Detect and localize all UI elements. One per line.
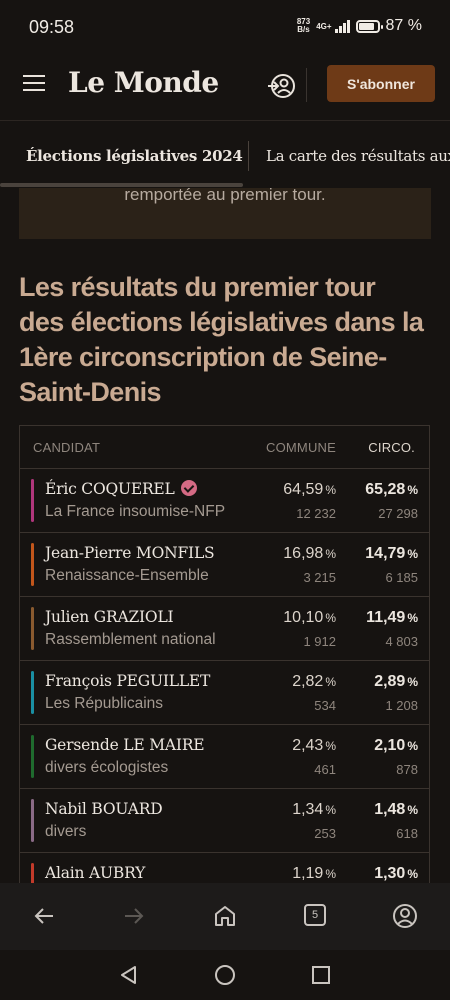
party-color-bar xyxy=(31,543,34,586)
results-heading: Les résultats du premier tour des électi… xyxy=(19,272,424,407)
candidate-party: Renaissance-Ensemble xyxy=(45,567,209,584)
battery-percent: 87 % xyxy=(385,17,422,34)
candidate-party: Rassemblement national xyxy=(45,631,216,648)
battery-icon xyxy=(355,19,383,33)
tab-carte-resultats[interactable]: La carte des résultats aux xyxy=(266,147,450,165)
commune-votes: 12 232 xyxy=(296,506,336,521)
party-color-bar xyxy=(31,671,34,714)
column-header-circo: CIRCO. xyxy=(368,440,415,455)
column-header-commune: COMMUNE xyxy=(265,440,336,455)
candidate-name: Alain AUBRY xyxy=(45,864,146,882)
table-row[interactable]: Nabil BOUARD divers 1,34% 253 1,48% 618 xyxy=(20,789,429,853)
table-row[interactable]: Gersende LE MAIRE divers écologistes 2,43%… xyxy=(20,725,429,789)
signal-icon xyxy=(334,19,350,33)
results-table: CANDIDAT COMMUNE CIRCO. Éric COQUEREL La … xyxy=(19,425,430,917)
circo-percent: 2,10% xyxy=(374,737,418,754)
circo-votes: 27 298 xyxy=(378,506,418,521)
commune-percent: 2,43% xyxy=(292,737,336,754)
column-header-candidate: CANDIDAT xyxy=(33,440,101,455)
circo-votes: 878 xyxy=(396,762,418,777)
commune-percent: 1,34% xyxy=(292,801,336,818)
candidate-party: divers écologistes xyxy=(45,759,169,776)
commune-votes: 534 xyxy=(314,698,336,713)
candidate-name: Gersende LE MAIRE xyxy=(45,736,205,754)
party-color-bar xyxy=(31,479,34,522)
commune-percent: 16,98% xyxy=(283,545,336,562)
system-back-icon[interactable] xyxy=(118,964,140,986)
circo-votes: 4 803 xyxy=(385,634,418,649)
commune-percent: 64,59% xyxy=(283,481,336,498)
candidate-name: Julien GRAZIOLI xyxy=(45,608,174,626)
site-logo[interactable]: Le Monde xyxy=(68,66,219,99)
header-border xyxy=(0,120,450,121)
candidate-name: François PEGUILLET xyxy=(45,672,211,690)
circo-percent: 65,28% xyxy=(365,481,418,498)
circo-percent: 11,49% xyxy=(366,609,418,626)
tab-divider xyxy=(248,141,249,171)
header-divider xyxy=(306,68,307,102)
candidate-party: Les Républicains xyxy=(45,695,164,712)
info-callout: remportée au premier tour. xyxy=(19,185,431,239)
table-row[interactable]: Jean-Pierre MONFILS Renaissance-Ensemble 1… xyxy=(20,533,429,597)
candidate-party: La France insoumise-NFP xyxy=(45,503,226,520)
elected-check-icon xyxy=(180,480,197,496)
circo-percent: 1,48% xyxy=(374,801,418,818)
network-type: 4G+ xyxy=(316,21,332,31)
commune-votes: 253 xyxy=(314,826,336,841)
system-navigation-bar xyxy=(0,950,450,1000)
circo-percent: 1,30% xyxy=(374,865,418,882)
status-icons: 873 B/s 4G+ 87 % xyxy=(297,17,422,35)
site-header: Le Monde S'abonner xyxy=(0,56,450,120)
party-color-bar xyxy=(31,607,34,650)
party-color-bar xyxy=(31,735,34,778)
candidate-name: Nabil BOUARD xyxy=(45,800,163,818)
table-header: CANDIDAT COMMUNE CIRCO. xyxy=(20,426,429,469)
commune-percent: 2,82% xyxy=(292,673,336,690)
callout-text: remportée au premier tour. xyxy=(124,185,326,204)
browser-toolbar: 5 xyxy=(0,883,450,950)
commune-percent: 10,10% xyxy=(283,609,336,626)
subscribe-button[interactable]: S'abonner xyxy=(327,65,435,102)
tab-elections-legislatives[interactable]: Élections législatives 2024 xyxy=(26,147,243,165)
table-row[interactable]: Julien GRAZIOLI Rassemblement national 10,… xyxy=(20,597,429,661)
forward-arrow-icon[interactable] xyxy=(119,901,149,931)
circo-percent: 14,79% xyxy=(365,545,418,562)
candidate-name: Éric COQUEREL xyxy=(45,480,197,498)
party-color-bar xyxy=(31,799,34,842)
circo-votes: 618 xyxy=(396,826,418,841)
circo-percent: 2,89% xyxy=(374,673,418,690)
commune-votes: 1 912 xyxy=(303,634,336,649)
profile-icon[interactable] xyxy=(390,901,420,931)
commune-votes: 3 215 xyxy=(303,570,336,585)
system-home-icon[interactable] xyxy=(214,964,236,986)
account-login-icon[interactable] xyxy=(268,72,296,100)
circo-votes: 6 185 xyxy=(385,570,418,585)
active-tab-indicator xyxy=(0,183,243,187)
status-bar: 09:58 873 B/s 4G+ 87 % xyxy=(0,0,450,56)
menu-icon[interactable] xyxy=(23,75,45,93)
back-arrow-icon[interactable] xyxy=(29,901,59,931)
tabs-count: 5 xyxy=(304,904,326,926)
tabs-switcher-button[interactable]: 5 xyxy=(301,901,331,931)
candidate-party: divers xyxy=(45,823,87,840)
system-recents-icon[interactable] xyxy=(310,964,332,986)
table-body: Éric COQUEREL La France insoumise-NFP 64,5… xyxy=(20,469,429,916)
table-row[interactable]: François PEGUILLET Les Républicains 2,82% 5… xyxy=(20,661,429,725)
commune-percent: 1,19% xyxy=(292,865,336,882)
candidate-name: Jean-Pierre MONFILS xyxy=(45,544,215,562)
circo-votes: 1 208 xyxy=(385,698,418,713)
network-speed: 873 B/s xyxy=(296,17,311,34)
commune-votes: 461 xyxy=(314,762,336,777)
table-row[interactable]: Éric COQUEREL La France insoumise-NFP 64,5… xyxy=(20,469,429,533)
section-tabs: Élections législatives 2024 La carte des… xyxy=(0,121,450,188)
home-icon[interactable] xyxy=(210,901,240,931)
status-time: 09:58 xyxy=(29,17,75,37)
